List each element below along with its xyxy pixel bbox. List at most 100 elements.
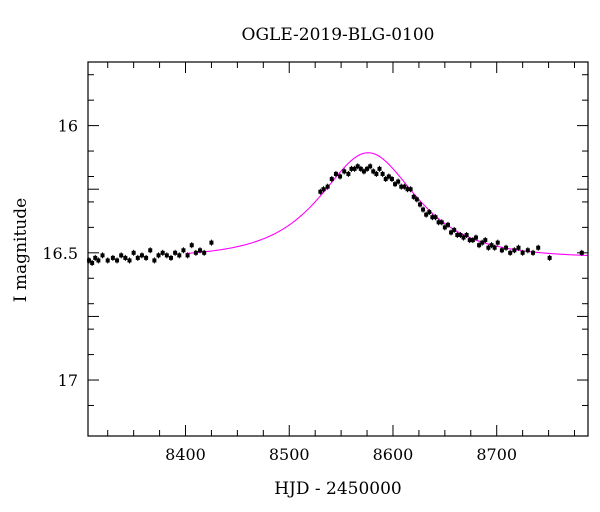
- data-point: [508, 250, 513, 255]
- data-point: [427, 210, 432, 215]
- data-point: [342, 169, 347, 174]
- data-point: [405, 187, 410, 192]
- data-point: [202, 250, 207, 255]
- data-point: [442, 225, 447, 230]
- plot-frame: [87, 61, 589, 437]
- data-point: [452, 227, 457, 232]
- data-point: [329, 177, 334, 182]
- data-point: [173, 250, 178, 255]
- data-point: [115, 258, 120, 263]
- y-tick-label: 16.5: [42, 244, 78, 263]
- data-point: [144, 255, 149, 260]
- data-point: [346, 171, 351, 176]
- x-axis-label: HJD - 2450000: [274, 479, 402, 499]
- data-point: [477, 243, 482, 248]
- data-point: [483, 238, 488, 243]
- data-point: [338, 174, 343, 179]
- data-point: [531, 250, 536, 255]
- data-point: [525, 248, 530, 253]
- data-point: [408, 187, 413, 192]
- data-point: [209, 240, 214, 245]
- data-point: [321, 187, 326, 192]
- data-point: [489, 243, 494, 248]
- data-point: [495, 240, 500, 245]
- data-point: [198, 248, 203, 253]
- y-tick-label: 16: [58, 117, 78, 136]
- data-point: [368, 164, 373, 169]
- data-point: [439, 220, 444, 225]
- data-point: [467, 238, 472, 243]
- data-point: [470, 238, 475, 243]
- data-point: [352, 166, 357, 171]
- data-point: [87, 258, 92, 263]
- data-point: [402, 184, 407, 189]
- x-tick-label: 8600: [373, 445, 414, 464]
- data-point: [386, 174, 391, 179]
- data-point: [536, 245, 541, 250]
- data-point: [189, 243, 194, 248]
- data-point: [430, 215, 435, 220]
- data-point: [152, 258, 157, 263]
- y-axis-label: I magnitude: [11, 198, 31, 302]
- data-point: [449, 230, 454, 235]
- data-point: [148, 248, 153, 253]
- data-point: [168, 255, 173, 260]
- y-tick-label: 17: [58, 371, 78, 390]
- data-point: [318, 189, 323, 194]
- x-tick-labels: 8400 8500 8600 8700: [165, 445, 517, 464]
- data-point: [433, 215, 438, 220]
- data-point: [355, 164, 360, 169]
- data-point: [399, 184, 404, 189]
- x-tick-label: 8400: [165, 445, 206, 464]
- data-point: [371, 169, 376, 174]
- data-point: [361, 169, 366, 174]
- data-point: [499, 248, 504, 253]
- data-point: [445, 222, 450, 227]
- data-point: [492, 245, 497, 250]
- data-point: [458, 233, 463, 238]
- data-point: [377, 166, 382, 171]
- data-point: [365, 166, 370, 171]
- data-point: [455, 233, 460, 238]
- x-tick-label: 8500: [269, 445, 310, 464]
- data-point: [411, 194, 416, 199]
- data-point: [393, 182, 398, 187]
- data-point: [119, 253, 124, 258]
- data-point: [123, 255, 128, 260]
- data-point: [396, 179, 401, 184]
- data-point: [135, 255, 140, 260]
- data-point: [160, 250, 165, 255]
- data-point: [100, 253, 105, 258]
- data-point: [424, 212, 429, 217]
- data-point: [414, 197, 419, 202]
- data-point: [185, 253, 190, 258]
- data-point: [110, 255, 115, 260]
- data-point: [486, 245, 491, 250]
- data-point: [90, 260, 95, 265]
- x-tick-label: 8700: [476, 445, 517, 464]
- data-point: [358, 166, 363, 171]
- data-point: [181, 248, 186, 253]
- data-point: [421, 207, 426, 212]
- data-point: [156, 253, 161, 258]
- data-point: [383, 177, 388, 182]
- data-point: [325, 184, 330, 189]
- data-point: [105, 258, 110, 263]
- data-point: [131, 250, 136, 255]
- data-point: [436, 220, 441, 225]
- data-point: [164, 253, 169, 258]
- data-point: [516, 245, 521, 250]
- data-points: [87, 163, 584, 266]
- data-point: [333, 171, 338, 176]
- data-point: [139, 253, 144, 258]
- data-point: [473, 235, 478, 240]
- data-point: [127, 258, 132, 263]
- data-point: [520, 250, 525, 255]
- y-tick-labels: 16 16.5 17: [42, 117, 78, 390]
- data-point: [464, 233, 469, 238]
- data-point: [193, 250, 198, 255]
- data-point: [480, 240, 485, 245]
- data-point: [349, 166, 354, 171]
- data-point: [512, 248, 517, 253]
- data-point: [93, 255, 98, 260]
